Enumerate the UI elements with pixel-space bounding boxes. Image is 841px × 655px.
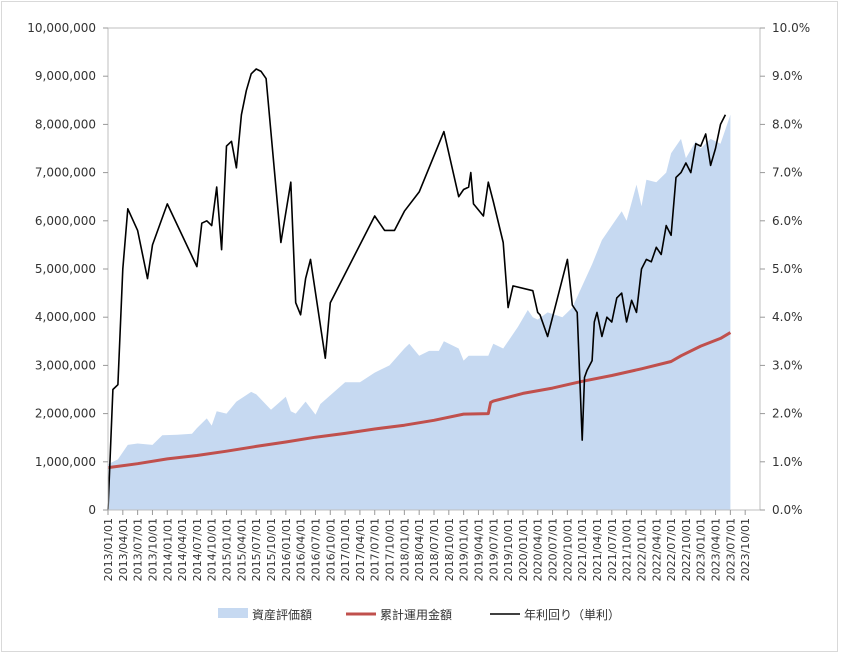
x-tick-label: 2022/07/01	[665, 518, 678, 581]
x-tick-label: 2023/01/01	[695, 518, 708, 581]
x-tick-label: 2013/01/01	[102, 518, 115, 581]
x-tick-label: 2013/07/01	[132, 518, 145, 581]
left-tick-label: 8,000,000	[35, 117, 96, 131]
x-tick-label: 2019/07/01	[487, 518, 500, 581]
left-tick-label: 0	[88, 503, 96, 517]
x-tick-label: 2023/04/01	[710, 518, 723, 581]
left-tick-label: 2,000,000	[35, 407, 96, 421]
x-tick-label: 2022/04/01	[650, 518, 663, 581]
x-tick-label: 2022/10/01	[680, 518, 693, 581]
right-tick-label: 2.0%	[772, 407, 803, 421]
x-tick-label: 2015/04/01	[235, 518, 248, 581]
x-axis-ticks: 2013/01/01 2013/04/01 2013/07/01 2013/10/01…	[102, 510, 752, 581]
x-tick-label: 2018/10/01	[443, 518, 456, 581]
right-axis-ticks: 0.0% 1.0% 2.0% 3.0% 4.0% 5.0% 6.0% 7.0% 8.0% 9.0%…	[760, 21, 810, 517]
right-tick-label: 7.0%	[772, 166, 803, 180]
x-tick-label: 2016/01/01	[280, 518, 293, 581]
right-tick-label: 0.0%	[772, 503, 803, 517]
x-tick-label: 2020/07/01	[547, 518, 560, 581]
x-tick-label: 2021/07/01	[606, 518, 619, 581]
legend: 資産評価額 累計運用金額 年利回り（単利）	[218, 607, 620, 622]
x-tick-label: 2015/07/01	[250, 518, 263, 581]
series-area-asset-value	[108, 114, 731, 511]
x-tick-label: 2013/04/01	[117, 518, 130, 581]
x-tick-label: 2018/07/01	[428, 518, 441, 581]
x-tick-label: 2018/01/01	[398, 518, 411, 581]
left-tick-label: 3,000,000	[35, 358, 96, 372]
x-tick-label: 2017/07/01	[369, 518, 382, 581]
x-tick-label: 2015/01/01	[221, 518, 234, 581]
right-tick-label: 3.0%	[772, 358, 803, 372]
area-series-layer	[108, 114, 731, 511]
left-tick-label: 10,000,000	[27, 21, 96, 35]
left-tick-label: 9,000,000	[35, 69, 96, 83]
x-tick-label: 2020/01/01	[517, 518, 530, 581]
x-tick-label: 2023/07/01	[724, 518, 737, 581]
series-line-cumulative-investment	[107, 331, 732, 470]
x-tick-label: 2013/10/01	[146, 518, 159, 581]
x-tick-label: 2014/01/01	[161, 518, 174, 581]
x-tick-label: 2019/10/01	[502, 518, 515, 581]
x-tick-label: 2018/04/01	[413, 518, 426, 581]
legend-label: 資産評価額	[252, 607, 312, 622]
left-tick-label: 1,000,000	[35, 455, 96, 469]
x-tick-label: 2022/01/01	[635, 518, 648, 581]
x-tick-label: 2021/04/01	[591, 518, 604, 581]
legend-label: 累計運用金額	[380, 607, 452, 622]
x-tick-label: 2019/04/01	[472, 518, 485, 581]
left-axis-ticks: 0 1,000,000 2,000,000 3,000,000 4,000,000 5,0…	[27, 21, 108, 517]
x-tick-label: 2020/10/01	[561, 518, 574, 581]
x-tick-label: 2016/10/01	[324, 518, 337, 581]
x-tick-label: 2021/10/01	[621, 518, 634, 581]
right-tick-label: 9.0%	[772, 69, 803, 83]
x-tick-label: 2021/01/01	[576, 518, 589, 581]
x-tick-label: 2014/07/01	[191, 518, 204, 581]
x-tick-label: 2020/04/01	[532, 518, 545, 581]
right-tick-label: 8.0%	[772, 117, 803, 131]
right-tick-label: 4.0%	[772, 310, 803, 324]
x-tick-label: 2016/07/01	[309, 518, 322, 581]
x-tick-label: 2014/10/01	[206, 518, 219, 581]
left-tick-label: 7,000,000	[35, 166, 96, 180]
series-line-annual-yield	[107, 68, 727, 511]
left-tick-label: 6,000,000	[35, 214, 96, 228]
x-tick-label: 2023/10/01	[739, 518, 752, 581]
x-tick-label: 2019/01/01	[458, 518, 471, 581]
legend-label: 年利回り（単利）	[524, 608, 620, 622]
left-tick-label: 4,000,000	[35, 310, 96, 324]
x-tick-label: 2017/04/01	[354, 518, 367, 581]
x-tick-label: 2015/10/01	[265, 518, 278, 581]
legend-swatch	[218, 608, 248, 618]
right-tick-label: 5.0%	[772, 262, 803, 276]
right-tick-label: 6.0%	[772, 214, 803, 228]
x-tick-label: 2016/04/01	[295, 518, 308, 581]
x-tick-label: 2017/10/01	[384, 518, 397, 581]
x-tick-label: 2017/01/01	[339, 518, 352, 581]
left-tick-label: 5,000,000	[35, 262, 96, 276]
x-tick-label: 2014/04/01	[176, 518, 189, 581]
right-tick-label: 10.0%	[772, 21, 810, 35]
right-tick-label: 1.0%	[772, 455, 803, 469]
line-series-layer	[107, 68, 732, 511]
